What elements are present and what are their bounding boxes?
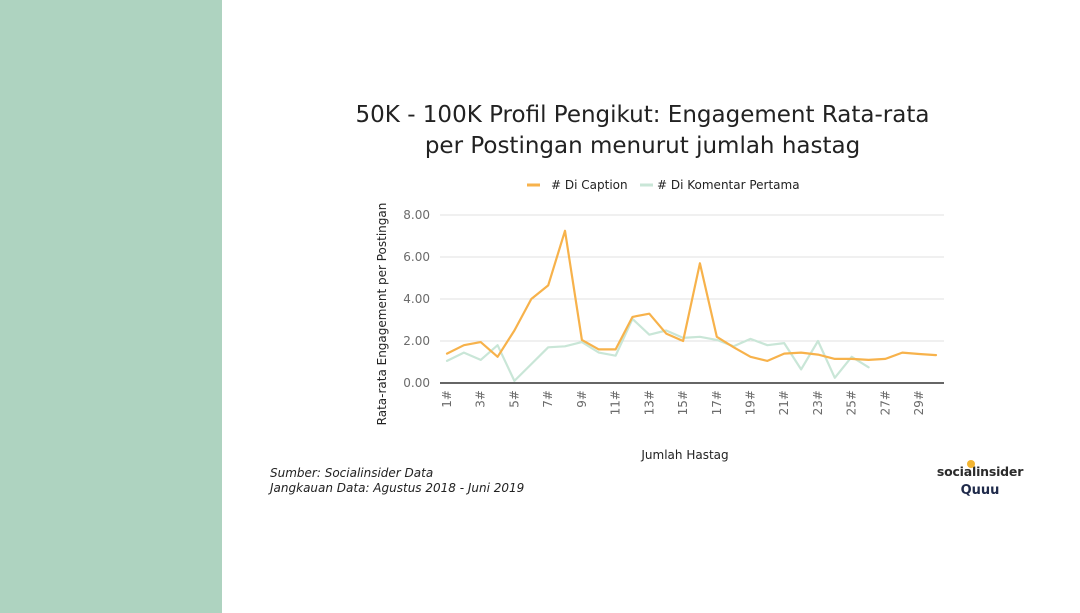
x-tick-labels: 1# 3# 5# 7# 9# 11# 13# 15# 17# 19# 21# 23# 25# 27# 29#	[440, 390, 926, 415]
logo-dot-icon	[967, 460, 975, 468]
series-lines	[445, 229, 938, 382]
socialinsider-logo: socialinsider	[930, 460, 1030, 479]
x-tick-label: 3#	[474, 390, 488, 408]
chart-title-line-1: 50K - 100K Profil Pengikut: Engagement R…	[355, 102, 930, 128]
x-tick-label: 15#	[676, 390, 690, 415]
x-axis-label: Jumlah Hastag	[640, 448, 728, 462]
x-tick-label: 1#	[440, 390, 454, 408]
x-tick-label: 27#	[878, 390, 892, 415]
x-tick-label: 11#	[609, 390, 623, 415]
series-line-komentar	[445, 317, 870, 382]
socialinsider-logo-text: socialinsider	[936, 464, 1024, 479]
y-tick-label: 0.00	[403, 376, 430, 390]
y-tick-label: 4.00	[403, 292, 430, 306]
x-tick-label: 7#	[541, 390, 555, 408]
grid-lines	[440, 214, 944, 384]
x-tick-label: 25#	[845, 390, 859, 415]
source-line: Sumber: Socialinsider Data	[270, 466, 434, 480]
x-tick-label: 29#	[912, 390, 926, 415]
x-tick-label: 5#	[507, 390, 521, 408]
x-tick-label: 13#	[642, 390, 656, 415]
source-note: Sumber: Socialinsider Data Jangkauan Dat…	[270, 466, 524, 496]
x-tick-label: 23#	[811, 390, 825, 415]
data-range-line: Jangkauan Data: Agustus 2018 - Juni 2019	[270, 481, 525, 495]
quuu-logo: Quuu	[960, 483, 1000, 498]
chart-title-line-2: per Postingan menurut jumlah hastag	[424, 133, 861, 159]
brand-logos: socialinsider Quuu	[930, 460, 1030, 498]
y-tick-labels: 0.00 2.00 4.00 6.00 8.00	[403, 208, 430, 390]
y-tick-label: 6.00	[403, 250, 430, 264]
legend: # Di Caption # Di Komentar Pertama	[527, 178, 800, 192]
y-tick-label: 8.00	[403, 208, 430, 222]
x-tick-label: 17#	[710, 390, 724, 415]
series-line-caption	[445, 229, 938, 362]
legend-label-komentar: # Di Komentar Pertama	[657, 178, 800, 192]
y-axis-label: Rata-rata Engagement per Postingan	[375, 203, 389, 426]
side-panel	[0, 0, 222, 613]
x-tick-label: 21#	[777, 390, 791, 415]
chart-title: 50K - 100K Profil Pengikut: Engagement R…	[300, 100, 985, 162]
x-tick-label: 19#	[744, 390, 758, 415]
y-tick-label: 2.00	[403, 334, 430, 348]
legend-label-caption: # Di Caption	[551, 178, 628, 192]
x-tick-label: 9#	[575, 390, 589, 408]
